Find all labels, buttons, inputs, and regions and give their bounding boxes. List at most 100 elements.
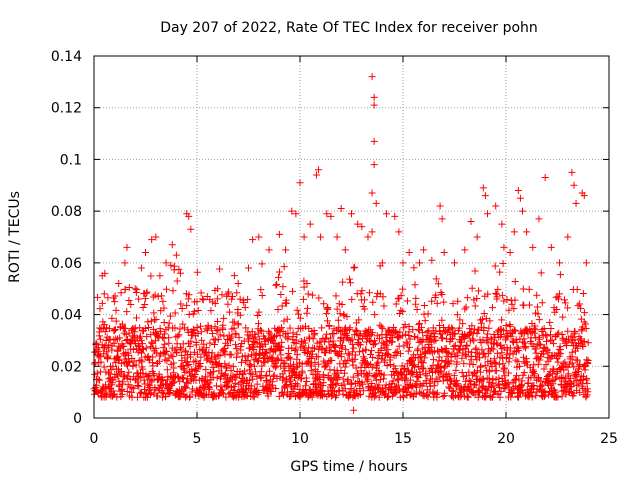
data-point: [334, 316, 342, 324]
data-point: [576, 388, 584, 396]
data-point: [244, 352, 252, 360]
data-point: [328, 356, 336, 364]
data-point: [230, 272, 238, 280]
data-point: [331, 342, 339, 350]
data-point: [254, 390, 262, 398]
data-point: [303, 304, 311, 312]
data-point-outlier: [137, 264, 145, 272]
data-point-outlier: [570, 181, 578, 189]
data-point: [540, 325, 548, 333]
data-point: [120, 371, 128, 379]
data-point: [375, 393, 383, 401]
data-point: [367, 330, 375, 338]
data-point: [294, 381, 302, 389]
data-point: [555, 329, 563, 337]
data-point: [345, 351, 353, 359]
data-point: [212, 382, 220, 390]
data-point: [130, 325, 138, 333]
data-point: [491, 262, 499, 270]
data-point: [376, 369, 384, 377]
data-point: [305, 324, 313, 332]
data-point: [344, 350, 352, 358]
data-point: [181, 382, 189, 390]
data-point: [243, 357, 251, 365]
data-point: [170, 262, 178, 270]
data-point: [392, 351, 400, 359]
data-point: [368, 347, 376, 355]
data-point: [481, 353, 489, 361]
data-point: [476, 388, 484, 396]
data-point: [181, 324, 189, 332]
data-point: [337, 366, 345, 374]
data-point: [298, 369, 306, 377]
data-point: [276, 332, 284, 340]
data-point: [454, 297, 462, 305]
data-point: [445, 360, 453, 368]
data-point: [295, 370, 303, 378]
data-point: [95, 332, 103, 340]
chart-title: Day 207 of 2022, Rate Of TEC Index for r…: [160, 20, 538, 36]
data-point-outlier: [547, 243, 555, 251]
data-point: [93, 388, 101, 396]
data-point: [121, 325, 129, 333]
data-point: [96, 335, 104, 343]
data-point: [401, 321, 409, 329]
data-point-outlier: [358, 223, 366, 231]
data-point: [470, 337, 478, 345]
data-point: [481, 361, 489, 369]
data-point-outlier: [364, 233, 372, 241]
data-point: [386, 353, 394, 361]
data-point: [107, 366, 115, 374]
data-point: [255, 389, 263, 397]
data-point: [584, 356, 592, 364]
data-point: [473, 294, 481, 302]
data-point: [255, 320, 263, 328]
data-point: [103, 348, 111, 356]
data-point: [185, 360, 193, 368]
data-point: [114, 355, 122, 363]
data-point-outlier: [187, 225, 195, 233]
data-point: [548, 336, 556, 344]
data-point: [355, 316, 363, 324]
data-point: [479, 336, 487, 344]
data-point: [249, 375, 257, 383]
data-point-outlier: [300, 233, 308, 241]
data-point-outlier: [580, 192, 588, 200]
data-point: [271, 333, 279, 341]
data-point: [519, 285, 527, 293]
data-point: [450, 372, 458, 380]
data-point: [414, 362, 422, 370]
data-point: [218, 386, 226, 394]
data-point-outlier: [473, 233, 481, 241]
data-point: [298, 360, 306, 368]
data-point: [430, 382, 438, 390]
data-point: [401, 330, 409, 338]
data-point: [159, 297, 167, 305]
data-point: [193, 350, 201, 358]
data-point: [578, 327, 586, 335]
data-point: [179, 340, 187, 348]
data-point: [419, 329, 427, 337]
data-point: [254, 357, 262, 365]
data-point: [375, 381, 383, 389]
data-point: [193, 367, 201, 375]
data-point: [116, 369, 124, 377]
data-point: [188, 366, 196, 374]
data-point: [147, 317, 155, 325]
data-point: [110, 327, 118, 335]
data-point: [174, 332, 182, 340]
data-point: [363, 359, 371, 367]
data-point: [283, 381, 291, 389]
data-point: [488, 344, 496, 352]
data-point: [397, 291, 405, 299]
data-point: [311, 344, 319, 352]
data-point: [272, 385, 280, 393]
data-point: [533, 303, 541, 311]
data-point: [338, 341, 346, 349]
data-point: [191, 371, 199, 379]
data-point: [271, 363, 279, 371]
data-point: [493, 349, 501, 357]
data-point: [163, 366, 171, 374]
data-point: [394, 295, 402, 303]
data-point: [473, 367, 481, 375]
